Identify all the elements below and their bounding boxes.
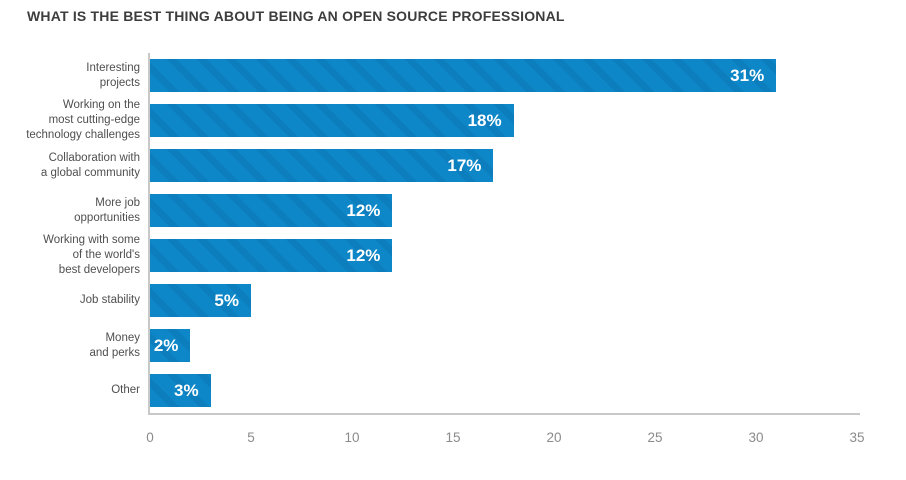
x-tick-label: 30	[748, 430, 764, 445]
x-tick-label: 0	[146, 430, 154, 445]
category-label: Working with some of the world's best deve…	[43, 234, 140, 276]
chart-row: Working on the most cutting-edge technolog…	[0, 98, 857, 143]
x-axis-line	[148, 413, 860, 415]
chart-title: WHAT IS THE BEST THING ABOUT BEING AN OP…	[27, 8, 565, 24]
bar-track: 5%	[150, 284, 857, 317]
y-axis-line	[148, 53, 150, 413]
chart-row: Money and perks 2%	[0, 323, 857, 368]
bar: 31%	[150, 59, 777, 92]
category-label: Job stability	[79, 294, 140, 307]
value-label: 2%	[153, 335, 179, 355]
value-label: 5%	[214, 290, 239, 310]
value-label: 12%	[346, 200, 381, 220]
chart-row: Job stability 5%	[0, 278, 857, 323]
value-label: 17%	[447, 155, 482, 175]
category-label: Other	[111, 384, 140, 397]
x-axis-ticks: 0 5 10 15 20 25 30 35	[0, 430, 864, 450]
value-label: 12%	[346, 245, 381, 265]
bar-track: 31%	[150, 59, 857, 92]
bar-track: 3%	[150, 374, 857, 407]
x-tick-label: 10	[344, 430, 360, 445]
bar: 18%	[150, 104, 514, 137]
bar: 17%	[150, 149, 494, 182]
bar: 5%	[150, 284, 251, 317]
chart-row: Other 3%	[0, 368, 857, 413]
bar-track: 17%	[150, 149, 857, 182]
category-label: Working on the most cutting-edge technolog…	[26, 99, 140, 141]
chart-row: More job opportunities 12%	[0, 188, 857, 233]
x-tick-label: 35	[849, 430, 865, 445]
bar: 12%	[150, 239, 393, 272]
value-label: 18%	[467, 110, 502, 130]
bar: 12%	[150, 194, 393, 227]
category-label: More job opportunities	[74, 196, 140, 224]
x-tick-label: 25	[647, 430, 663, 445]
bar-track: 18%	[150, 104, 857, 137]
chart-row: Collaboration with a global community 17%	[0, 143, 857, 188]
value-label: 31%	[730, 65, 765, 85]
category-label: Collaboration with a global community	[40, 151, 140, 179]
category-label: Interesting projects	[86, 61, 140, 89]
bar: 3%	[150, 374, 211, 407]
bar-track: 12%	[150, 239, 857, 272]
x-tick-label: 20	[546, 430, 562, 445]
chart-row: Interesting projects 31%	[0, 53, 857, 98]
bar-rows: Interesting projects 31% Working on the mo…	[0, 53, 857, 413]
x-tick-label: 5	[247, 430, 255, 445]
bar-track: 2%	[150, 329, 857, 362]
chart-row: Working with some of the world's best deve…	[0, 233, 857, 278]
value-label: 3%	[174, 380, 199, 400]
x-tick-label: 15	[445, 430, 461, 445]
bar-chart: Interesting projects 31% Working on the mo…	[0, 53, 865, 473]
bar-track: 12%	[150, 194, 857, 227]
bar: 2%	[150, 329, 191, 362]
category-label: Money and perks	[89, 331, 140, 359]
